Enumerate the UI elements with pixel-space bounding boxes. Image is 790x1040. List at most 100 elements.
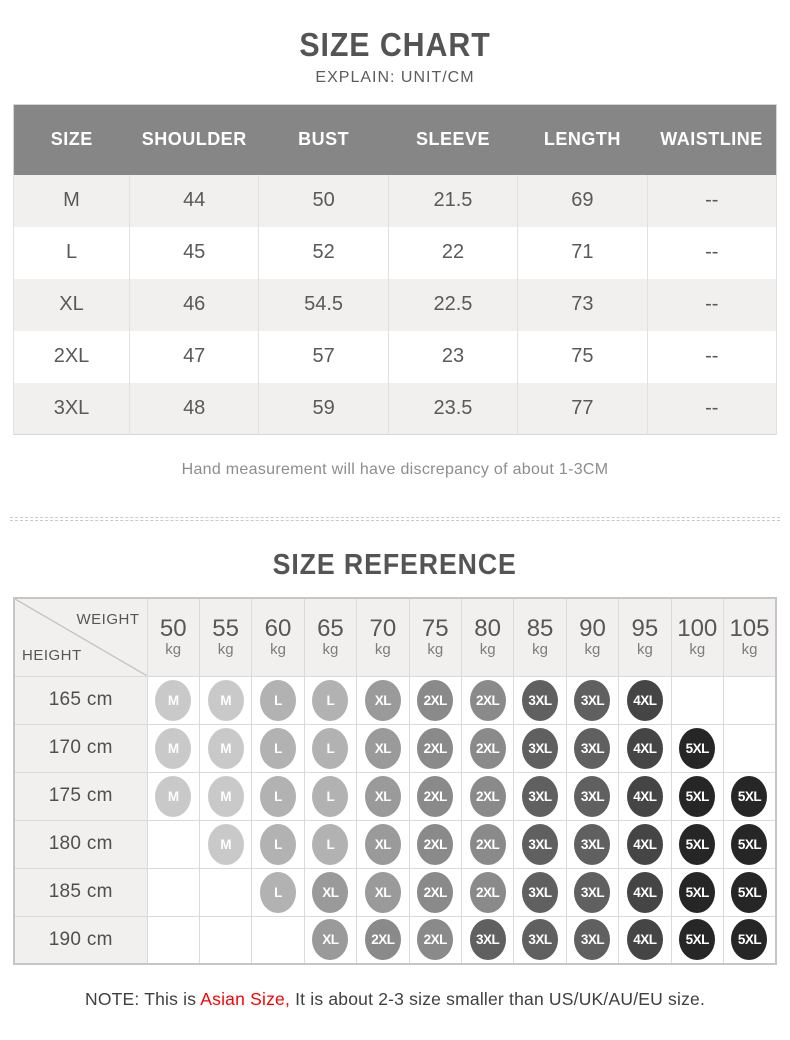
note-prefix: NOTE: This is — [84, 989, 201, 1009]
size-recommendation-cell: 5XL — [722, 819, 777, 869]
size-recommendation-cell: 4XL — [618, 867, 672, 917]
size-badge-4xl: 4XL — [626, 823, 663, 865]
weight-unit-label: kg — [427, 640, 444, 658]
size-badge-5xl: 5XL — [731, 823, 768, 865]
weight-value: 60 — [264, 615, 292, 643]
measurement-value-cell: 52 — [258, 226, 389, 279]
measurement-value-cell: -- — [646, 382, 778, 435]
size-recommendation-cell: M — [146, 771, 200, 821]
measurement-value-cell: 22.5 — [387, 278, 519, 331]
size-recommendation-cell: 2XL — [408, 819, 462, 869]
size-badge-3xl: 3XL — [522, 919, 559, 961]
size-label-cell: L — [13, 226, 130, 279]
size-recommendation-cell: L — [303, 675, 358, 725]
weight-header-cell: 85 kg — [513, 597, 567, 677]
size-recommendation-cell — [198, 867, 253, 917]
dashed-divider — [10, 517, 780, 521]
weight-header-cell: 55 kg — [198, 597, 253, 677]
size-recommendation-cell — [251, 915, 305, 965]
size-recommendation-cell: 2XL — [408, 915, 462, 965]
size-reference-title-text: SIZE REFERENCE — [272, 549, 518, 581]
size-recommendation-cell: 4XL — [618, 675, 672, 725]
measurement-value-cell: -- — [646, 226, 778, 279]
size-chart-title: SIZE CHART — [0, 0, 790, 64]
size-badge-3xl: 3XL — [574, 727, 611, 769]
size-recommendation-cell: 3XL — [565, 723, 620, 773]
size-recommendation-cell: 5XL — [670, 915, 724, 965]
measurement-value-cell: 48 — [128, 382, 260, 435]
size-recommendation-cell: 3XL — [565, 771, 620, 821]
size-badge-5xl: 5XL — [679, 823, 716, 865]
weight-value: 80 — [474, 615, 501, 643]
weight-value: 105 — [729, 615, 770, 643]
size-recommendation-cell: 2XL — [460, 723, 515, 773]
column-header-size: SIZE — [13, 104, 130, 175]
size-badge-4xl: 4XL — [626, 775, 663, 817]
size-badge-2xl: 2XL — [469, 679, 506, 721]
size-recommendation-cell: XL — [356, 771, 410, 821]
size-recommendation-cell: M — [198, 675, 253, 725]
size-reference-header-row: WEIGHT HEIGHT 50 kg 55 kg 60 kg 65 kg 70 kg 75 kg 80… — [13, 597, 777, 677]
measurement-value-cell: 57 — [258, 330, 389, 383]
size-recommendation-cell: 5XL — [722, 867, 777, 917]
size-recommendation-cell: 2XL — [356, 915, 410, 965]
weight-header-cell: 75 kg — [408, 597, 462, 677]
measurement-value-cell: 22 — [387, 226, 519, 279]
weight-value: 90 — [579, 615, 606, 643]
size-recommendation-cell: 2XL — [460, 867, 515, 917]
table-row: 3XL 48 59 23.5 77 -- — [13, 382, 778, 435]
size-badge-3xl: 3XL — [574, 823, 611, 865]
size-badge-l: L — [312, 679, 349, 721]
size-badge-3xl: 3XL — [574, 919, 611, 961]
size-badge-4xl: 4XL — [626, 727, 663, 769]
height-label-cell: 165 cm — [13, 675, 148, 725]
weight-header-cell: 100 kg — [670, 597, 724, 677]
size-recommendation-cell — [722, 675, 777, 725]
size-recommendation-cell: XL — [356, 675, 410, 725]
size-badge-4xl: 4XL — [626, 679, 663, 721]
size-recommendation-cell: 3XL — [565, 867, 620, 917]
weight-header-cell: 65 kg — [303, 597, 358, 677]
measurement-value-cell: 23 — [387, 330, 519, 383]
weight-unit-label: kg — [741, 640, 758, 658]
size-recommendation-cell: L — [303, 819, 358, 869]
height-label-cell: 185 cm — [13, 867, 148, 917]
size-measurements-header-row: SIZE SHOULDER BUST SLEEVE LENGTH WAISTLINE — [13, 104, 777, 175]
measurement-value-cell: -- — [646, 278, 778, 331]
size-label-cell: 3XL — [13, 382, 130, 435]
size-recommendation-cell: L — [303, 723, 358, 773]
size-recommendation-cell: L — [251, 675, 305, 725]
size-recommendation-cell: M — [146, 723, 200, 773]
size-badge-3xl: 3XL — [469, 919, 506, 961]
size-badge-3xl: 3XL — [574, 871, 611, 913]
measurement-value-cell: 54.5 — [258, 278, 389, 331]
size-recommendation-cell: 3XL — [565, 675, 620, 725]
weight-value: 50 — [159, 615, 187, 643]
weight-unit-label: kg — [689, 640, 706, 658]
size-label-cell: 2XL — [13, 330, 130, 383]
size-recommendation-cell: XL — [303, 915, 358, 965]
column-header-waistline: WAISTLINE — [647, 104, 777, 175]
asian-size-note: NOTE: This is Asian Size, It is about 2-… — [0, 989, 790, 1010]
size-badge-xl: XL — [364, 727, 401, 769]
reference-row: 175 cm M M L L XL 2XL 2XL 3XL 3XL 4XL 5XL 5XL — [13, 771, 777, 821]
weight-value: 70 — [369, 615, 397, 643]
size-badge-2xl: 2XL — [469, 727, 506, 769]
note-suffix: It is about 2-3 size smaller than US/UK/… — [290, 989, 706, 1009]
size-badge-5xl: 5XL — [679, 727, 716, 769]
size-chart-title-text: SIZE CHART — [299, 26, 491, 63]
corner-height-label: HEIGHT — [22, 646, 82, 664]
measurement-value-cell: 69 — [517, 174, 648, 227]
measurement-value-cell: 71 — [517, 226, 648, 279]
size-recommendation-cell: L — [303, 771, 358, 821]
weight-unit-label: kg — [217, 640, 234, 658]
size-badge-m: M — [207, 775, 244, 817]
table-row: L 45 52 22 71 -- — [13, 226, 778, 279]
size-badge-4xl: 4XL — [626, 871, 663, 913]
column-header-length: LENGTH — [517, 104, 648, 175]
size-recommendation-cell: M — [146, 675, 200, 725]
reference-row: 180 cm M L L XL 2XL 2XL 3XL 3XL 4XL 5XL 5XL — [13, 819, 777, 869]
size-reference-body: 165 cm M M L L XL 2XL 2XL 3XL 3XL 4XL 170 cm M M L L XL 2… — [13, 675, 777, 965]
size-recommendation-cell: 3XL — [565, 915, 620, 965]
size-recommendation-cell — [670, 675, 724, 725]
